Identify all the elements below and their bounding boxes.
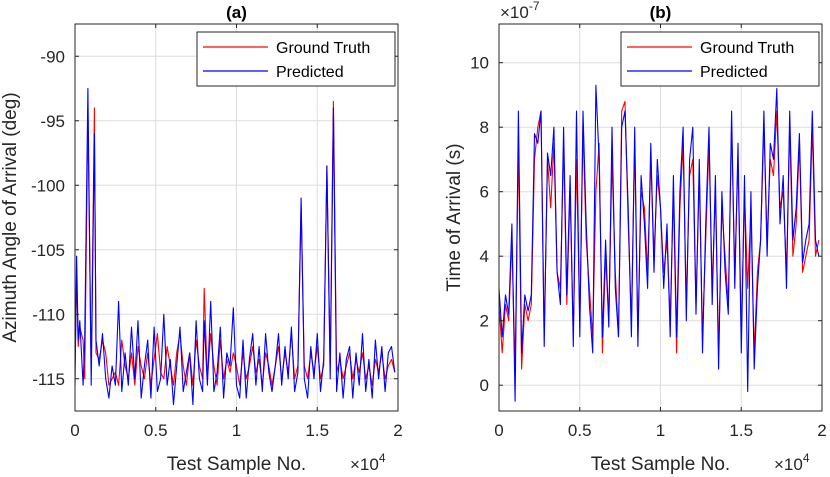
series-line-predicted-b: [498, 84, 820, 402]
x-tick-label-a: 1.5: [305, 421, 329, 440]
y-exponent-base-b: ×10: [500, 3, 529, 22]
x-exponent-base-a: ×10: [350, 455, 379, 474]
x-tick-label-a: 0: [70, 421, 79, 440]
legend-label-predicted-a: Predicted: [276, 64, 344, 81]
chart-title-a: (a): [226, 3, 247, 22]
y-tick-label-a: -115: [32, 370, 65, 389]
x-exponent-power-b: 4: [803, 451, 810, 465]
series-lines-a: [74, 87, 396, 406]
legend-label-ground-truth-a: Ground Truth: [276, 40, 370, 57]
y-exponent-power-b: -7: [529, 0, 540, 13]
legend-label-predicted-b: Predicted: [700, 64, 768, 81]
x-exponent-base-b: ×10: [774, 455, 803, 474]
chart-title-b: (b): [650, 3, 672, 22]
legend-a: Ground Truth Predicted: [196, 31, 396, 87]
x-tick-label-b: 0: [494, 421, 503, 440]
ticks-b: 0 0.5 1 1.5 2 0 2 4 6 8 10: [470, 24, 827, 440]
x-exponent-power-a: 4: [379, 451, 386, 465]
x-tick-label-a: 2: [393, 421, 402, 440]
legend-b: Ground Truth Predicted: [620, 31, 820, 87]
y-axis-label-b: Time of Arrival (s): [444, 143, 465, 291]
y-tick-label-a: -90: [40, 47, 65, 66]
y-tick-label-a: -95: [40, 112, 65, 131]
chart-panel-a: 0 0.5 1 1.5 2 -115 -110 -105 -100 -95 -90 (a) Test…: [0, 3, 403, 475]
x-axis-label-b: Test Sample No.: [591, 454, 730, 475]
x-exponent-b: ×104: [774, 451, 810, 474]
y-tick-label-b: 2: [480, 312, 489, 331]
y-tick-label-a: -105: [31, 241, 65, 260]
legend-label-ground-truth-b: Ground Truth: [700, 40, 794, 57]
x-tick-label-b: 1: [656, 421, 665, 440]
y-tick-label-b: 10: [470, 54, 489, 73]
x-tick-label-b: 1.5: [729, 421, 753, 440]
legend-box-b: [620, 31, 820, 87]
y-tick-label-a: -100: [31, 176, 65, 195]
x-tick-label-a: 1: [232, 421, 241, 440]
series-lines-b: [498, 84, 820, 402]
y-tick-label-b: 0: [480, 376, 489, 395]
x-tick-label-b: 2: [817, 421, 826, 440]
ticks-a: 0 0.5 1 1.5 2 -115 -110 -105 -100 -95 -90: [31, 24, 403, 440]
y-tick-label-b: 4: [480, 247, 489, 266]
legend-box-a: [196, 31, 396, 87]
y-tick-label-a: -110: [32, 305, 65, 324]
y-axis-label-a: Azimuth Angle of Arrival (deg): [0, 92, 21, 342]
x-tick-label-b: 0.5: [568, 421, 592, 440]
series-line-predicted-a: [74, 87, 396, 406]
x-axis-label-a: Test Sample No.: [167, 454, 306, 475]
y-tick-label-b: 8: [480, 118, 489, 137]
x-tick-label-a: 0.5: [144, 421, 168, 440]
y-tick-label-b: 6: [480, 183, 489, 202]
x-exponent-a: ×104: [350, 451, 386, 474]
y-exponent-b: ×10-7: [500, 0, 540, 22]
